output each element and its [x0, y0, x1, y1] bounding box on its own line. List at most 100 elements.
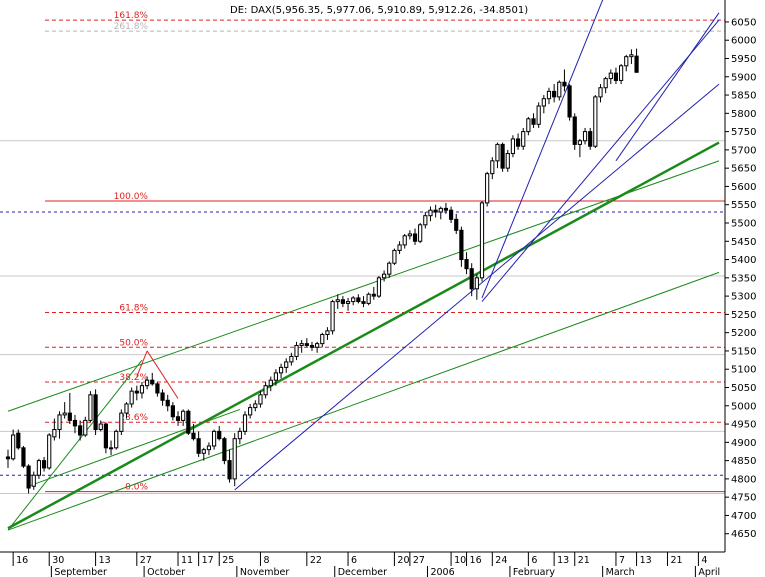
y-tick-label: 5050	[731, 383, 756, 394]
candle-up	[629, 54, 634, 58]
y-tick-label: 6000	[731, 36, 756, 47]
candle-up	[330, 301, 335, 332]
candle-down	[160, 392, 165, 401]
candle-up	[536, 105, 541, 125]
candle-up	[129, 390, 134, 405]
candle-up	[345, 301, 351, 304]
candle-down	[67, 412, 72, 421]
candle-down	[448, 209, 454, 220]
trendline	[7, 141, 720, 530]
candle-up	[263, 385, 268, 396]
y-tick-label: 5400	[731, 255, 756, 266]
candle-down	[170, 405, 175, 418]
x-day-label: 25	[222, 555, 234, 566]
trendline	[7, 359, 143, 531]
candle-up	[284, 361, 289, 368]
candle-up	[52, 429, 57, 438]
candle-up	[510, 138, 516, 155]
candle-down	[155, 383, 160, 394]
y-tick-label: 5800	[731, 109, 756, 120]
fib-level-label: 161.8%	[114, 11, 149, 21]
candle-up	[582, 131, 588, 142]
candle-down	[93, 394, 98, 431]
fib-level-label: 50.0%	[119, 338, 148, 348]
candle-up	[541, 98, 546, 107]
y-tick-label: 5300	[731, 292, 756, 303]
x-day-label: 13	[640, 555, 652, 566]
x-day-label: 6	[351, 555, 357, 566]
y-tick-label: 5750	[731, 127, 756, 138]
candle-up	[428, 209, 433, 217]
candle-up	[407, 233, 412, 237]
candle-up	[145, 379, 150, 387]
candle-down	[588, 131, 593, 147]
candle-up	[299, 343, 304, 346]
x-month-label: 2006	[430, 567, 454, 577]
fib-level-label: 38.2%	[119, 373, 148, 383]
candle-up	[201, 449, 206, 454]
candle-down	[175, 416, 181, 421]
candle-up	[418, 224, 423, 242]
candle-up	[139, 385, 145, 394]
y-tick-label: 5000	[731, 401, 756, 412]
trendline	[28, 408, 241, 487]
candle-up	[479, 202, 485, 279]
candle-up	[268, 379, 273, 387]
candle-down	[464, 259, 469, 270]
candle-down	[196, 438, 201, 454]
candle-down	[454, 218, 459, 231]
candle-up	[382, 273, 387, 279]
x-month-label: December	[338, 567, 387, 577]
x-day-label: 17	[202, 555, 214, 566]
candle-up	[387, 262, 392, 275]
candle-down	[371, 293, 376, 297]
y-tick-label: 5150	[731, 346, 756, 357]
candle-up	[598, 87, 603, 98]
x-day-label: 20	[397, 555, 409, 566]
candle-down	[567, 85, 572, 118]
candle-up	[11, 434, 16, 460]
candle-down	[361, 301, 366, 304]
candle-down	[41, 460, 47, 469]
y-tick-label: 4900	[731, 438, 756, 449]
y-tick-label: 4650	[731, 529, 756, 540]
candle-up	[526, 118, 531, 133]
y-tick-label: 4750	[731, 493, 756, 504]
candle-up	[624, 56, 629, 67]
candle-down	[304, 343, 309, 346]
candle-down	[469, 268, 474, 290]
candle-down	[5, 456, 11, 460]
x-day-label: 11	[181, 555, 193, 566]
candle-down	[459, 229, 464, 261]
fib-level-label: 61.8%	[119, 304, 148, 314]
candle-up	[619, 65, 624, 81]
candle-up	[423, 215, 428, 226]
candle-down	[412, 233, 418, 242]
candle-up	[98, 423, 103, 431]
candle-up	[62, 412, 67, 416]
y-tick-label: 5650	[731, 164, 756, 175]
candle-up	[376, 277, 382, 297]
candle-down	[72, 419, 78, 427]
candle-down	[16, 432, 21, 449]
candle-down	[433, 209, 438, 213]
y-tick-label: 5900	[731, 72, 756, 83]
x-day-label: 30	[52, 555, 64, 566]
candle-up	[57, 414, 62, 431]
candle-up	[289, 355, 294, 363]
y-tick-label: 4800	[731, 474, 756, 485]
candle-up	[546, 90, 552, 100]
x-day-label: 21	[670, 555, 682, 566]
candle-up	[36, 460, 42, 476]
x-day-label: 24	[495, 555, 507, 566]
candle-up	[211, 430, 217, 447]
fib-level-label: 261.8%	[114, 22, 149, 32]
candle-up	[397, 244, 402, 251]
candle-up	[114, 430, 119, 449]
candle-down	[26, 465, 31, 489]
candle-up	[31, 474, 36, 487]
candle-down	[21, 447, 26, 467]
candle-up	[248, 407, 253, 416]
fibonacci-levels: 161.8%261.8% 100.0% 61.8% 50.0% 38.2% 23.6% 0.…	[0, 11, 725, 493]
